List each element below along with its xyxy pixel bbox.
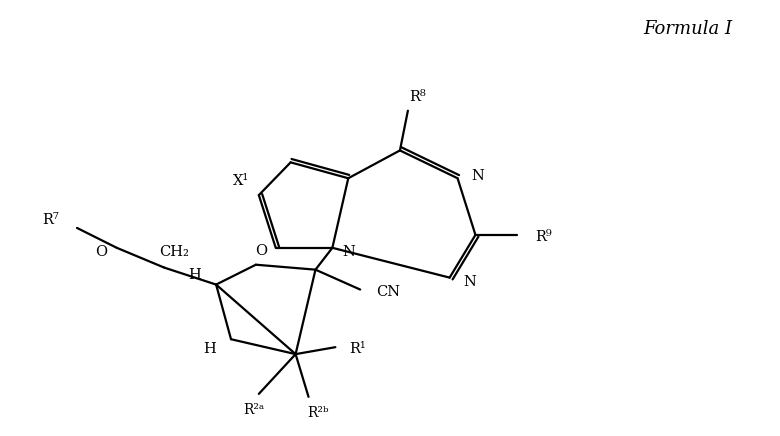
Text: CN: CN xyxy=(376,285,400,299)
Text: R²ᵃ: R²ᵃ xyxy=(243,403,264,417)
Text: N: N xyxy=(342,245,355,259)
Text: CH₂: CH₂ xyxy=(159,245,190,259)
Text: R⁷: R⁷ xyxy=(42,213,59,227)
Text: R²ᵇ: R²ᵇ xyxy=(307,406,329,420)
Text: H: H xyxy=(188,268,200,282)
Text: X¹: X¹ xyxy=(233,174,249,188)
Text: N: N xyxy=(463,275,477,289)
Text: N: N xyxy=(471,169,484,183)
Text: O: O xyxy=(255,244,267,258)
Text: H: H xyxy=(203,342,215,356)
Text: O: O xyxy=(94,245,107,259)
Text: R¹: R¹ xyxy=(349,342,366,356)
Text: Formula I: Formula I xyxy=(644,20,732,38)
Text: R⁹: R⁹ xyxy=(535,230,551,244)
Text: R⁸: R⁸ xyxy=(410,90,426,104)
